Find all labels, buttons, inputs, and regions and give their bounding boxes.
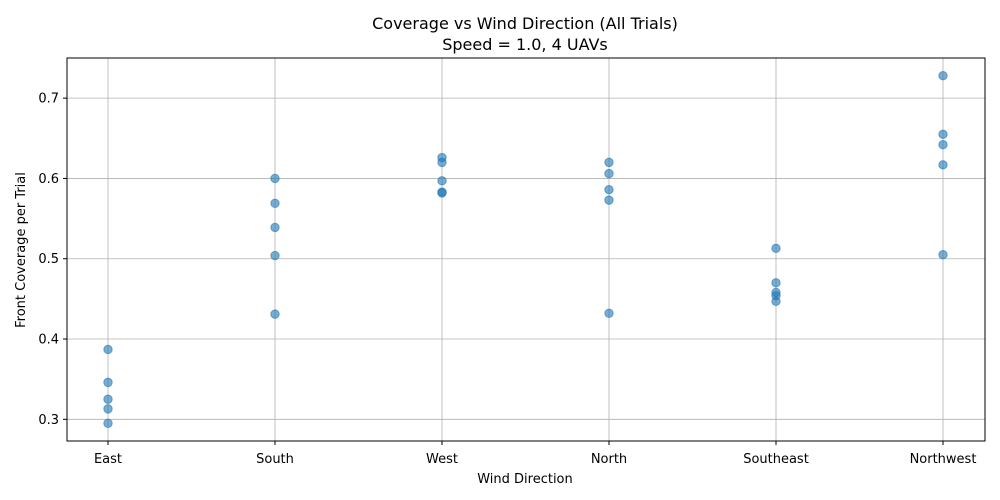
x-tick-label: East [94, 452, 122, 467]
data-point [270, 222, 280, 233]
y-tick-label: 0.3 [38, 413, 59, 428]
data-point [604, 308, 614, 319]
x-tick-label: South [256, 452, 294, 467]
x-tick-label: North [591, 452, 627, 467]
data-point [103, 377, 113, 388]
y-tick-label: 0.6 [38, 172, 59, 187]
data-point [103, 344, 113, 355]
data-point [938, 70, 948, 81]
data-point [771, 243, 781, 253]
y-tick-label: 0.5 [38, 252, 59, 267]
data-point [771, 296, 781, 306]
grid-layer [67, 58, 985, 441]
data-point [103, 404, 113, 414]
x-tick-label: Southeast [743, 452, 809, 467]
data-point [604, 157, 614, 168]
data-point [270, 250, 280, 261]
y-tick-label: 0.7 [38, 92, 59, 107]
points-layer [103, 70, 948, 429]
data-point [103, 418, 113, 429]
data-point [437, 157, 447, 168]
data-point [938, 160, 948, 170]
data-point [938, 140, 948, 150]
data-point [103, 394, 113, 404]
plot-frame [66, 57, 986, 442]
data-point [270, 309, 280, 319]
data-point [437, 176, 447, 186]
data-point [938, 250, 948, 260]
data-point [604, 168, 614, 179]
data-point [938, 129, 948, 139]
data-point [604, 184, 614, 195]
y-axis-label: Front Coverage per Trial [14, 172, 29, 328]
y-tick-layer: 0.3 0.4 0.5 0.6 0.7 [38, 92, 67, 428]
chart-title: Coverage vs Wind Direction (All Trials) [372, 14, 678, 33]
x-tick-label: Northwest [910, 452, 977, 467]
data-point [270, 198, 280, 209]
data-point [270, 173, 280, 184]
y-tick-label: 0.4 [38, 333, 59, 348]
x-tick-layer: East South West North Southeast Northwest [94, 441, 976, 467]
chart-subtitle: Speed = 1.0, 4 UAVs [442, 35, 608, 54]
x-tick-label: West [426, 452, 458, 467]
data-point [771, 278, 781, 288]
x-axis-label: Wind Direction [477, 472, 573, 487]
data-point [437, 188, 447, 198]
data-point [604, 195, 614, 205]
